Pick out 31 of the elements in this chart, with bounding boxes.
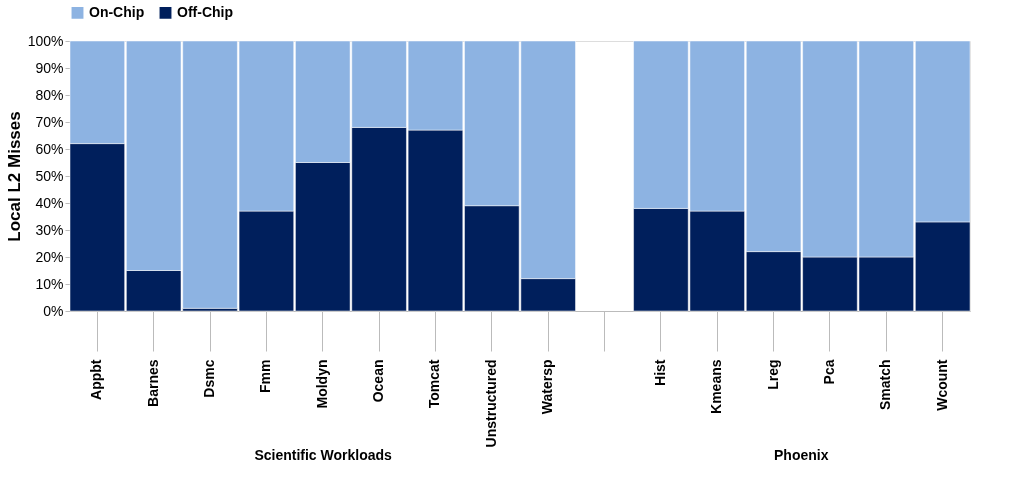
legend-label: On-Chip — [89, 3, 145, 20]
y-tick-label: 0% — [43, 302, 64, 319]
x-tick-label: Smatch — [877, 359, 894, 411]
x-tick-label: Pca — [820, 359, 837, 385]
y-tick-label: 20% — [35, 248, 64, 265]
y-tick-label: 80% — [35, 86, 64, 103]
legend-label: Off-Chip — [177, 3, 233, 20]
x-tick-label: Ocean — [370, 359, 387, 403]
y-tick-label: 10% — [35, 275, 64, 292]
y-tick-label: 40% — [35, 194, 64, 211]
x-tick-label: Kmeans — [708, 359, 725, 414]
text: Scientific Workloads — [254, 447, 393, 463]
x-tick-label: Wcount — [933, 359, 950, 411]
x-tick-label: Tomcat — [426, 359, 443, 409]
x-tick-label: Fmm — [257, 359, 274, 393]
text: Phoenix — [774, 447, 829, 463]
y-tick-label: 100% — [27, 32, 64, 49]
x-tick-label: Appbt — [88, 359, 105, 400]
y-tick-label: 50% — [35, 167, 64, 184]
y-tick-label: 90% — [35, 59, 64, 76]
x-tick-label: Lreg — [764, 359, 781, 390]
y-tick-label: 30% — [35, 221, 64, 238]
x-tick-label: Hist — [651, 359, 668, 386]
x-tick-label: Moldyn — [313, 359, 330, 409]
x-tick-label: Unstructured — [482, 359, 499, 448]
x-tick-label: Dsmc — [201, 359, 218, 398]
y-tick-label: 60% — [35, 140, 64, 157]
y-axis-title: Local L2 Misses — [4, 111, 24, 242]
y-tick-label: 70% — [35, 113, 64, 130]
x-tick-label: Watersp — [539, 359, 556, 415]
x-tick-label: Barnes — [144, 359, 161, 407]
